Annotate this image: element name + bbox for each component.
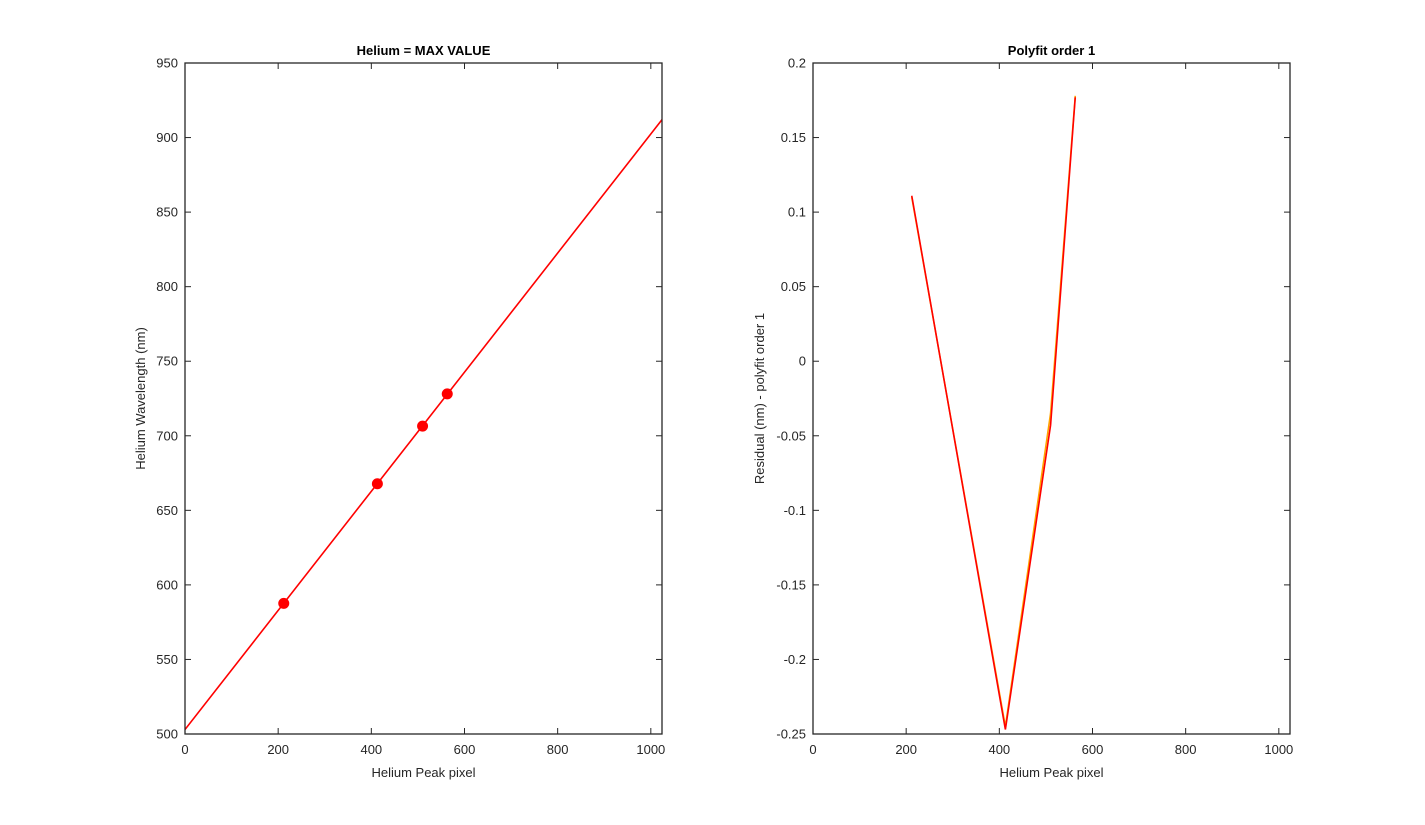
- axes-box: [184, 62, 663, 735]
- x-tick-label: 400: [988, 742, 1010, 757]
- x-tick-label: 0: [181, 742, 188, 757]
- y-tick-label: 0.15: [781, 130, 806, 145]
- y-tick-label: 750: [156, 354, 178, 369]
- y-tick-label: 0.05: [781, 279, 806, 294]
- x-tick-label: 200: [267, 742, 289, 757]
- y-tick-label: 950: [156, 56, 178, 71]
- chart-title: Helium = MAX VALUE: [357, 43, 491, 58]
- x-tick-label: 1000: [1264, 742, 1293, 757]
- y-tick-label: 500: [156, 727, 178, 742]
- y-tick-label: 800: [156, 279, 178, 294]
- x-tick-label: 0: [809, 742, 816, 757]
- series-line-1: [910, 95, 1077, 727]
- y-tick-label: 0: [799, 354, 806, 369]
- y-tick-label: -0.1: [784, 503, 806, 518]
- data-point: [278, 597, 290, 609]
- x-axis-label: Helium Peak pixel: [371, 765, 475, 780]
- y-tick-label: -0.05: [776, 428, 806, 443]
- x-tick-label: 600: [454, 742, 476, 757]
- x-tick-label: 800: [547, 742, 569, 757]
- plot-area: [910, 95, 1077, 730]
- x-axis-label: Helium Peak pixel: [999, 765, 1103, 780]
- chart-1: 0 200 400 600 800 1000 500 550 600 650 700 750 800 85…: [133, 43, 665, 780]
- data-point: [371, 478, 383, 490]
- x-tick-label: 600: [1082, 742, 1104, 757]
- y-tick-label: 700: [156, 428, 178, 443]
- y-axis-label: Residual (nm) - polyfit order 1: [752, 313, 767, 484]
- x-tick-label: 800: [1175, 742, 1197, 757]
- chart-2: 0 200 400 600 800 1000 -0.25 -0.2 -0.15 -0.1 -0.05…: [752, 43, 1293, 780]
- y-axis-label: Helium Wavelength (nm): [133, 327, 148, 470]
- y-tick-label: -0.2: [784, 652, 806, 667]
- data-point: [441, 388, 453, 400]
- axes-box: [812, 62, 1291, 735]
- y-tick-label: -0.15: [776, 577, 806, 592]
- y-tick-label: 650: [156, 503, 178, 518]
- y-tick-label: 600: [156, 577, 178, 592]
- x-tick-label: 400: [360, 742, 382, 757]
- x-tick-label: 200: [895, 742, 917, 757]
- y-tick-label: 900: [156, 130, 178, 145]
- chart-title: Polyfit order 1: [1008, 43, 1095, 58]
- y-tick-label: 550: [156, 652, 178, 667]
- x-tick-label: 1000: [636, 742, 665, 757]
- y-tick-label: 850: [156, 205, 178, 220]
- data-point: [417, 420, 429, 432]
- y-tick-label: 0.2: [788, 56, 806, 71]
- y-tick-label: 0.1: [788, 205, 806, 220]
- y-tick-label: -0.25: [776, 727, 806, 742]
- series-line-2: [910, 97, 1077, 730]
